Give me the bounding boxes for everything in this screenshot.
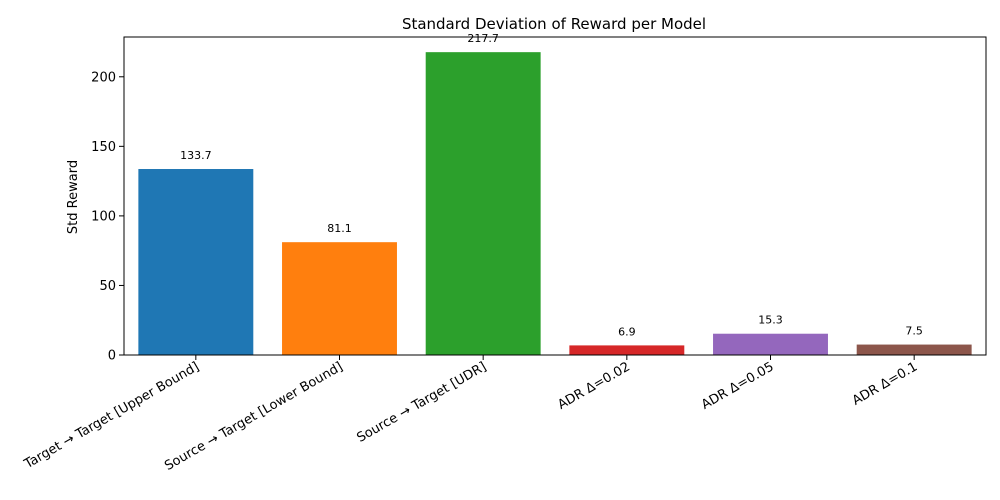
data-label-4: 15.3 [758, 314, 783, 327]
y-tick-label-2: 100 [91, 209, 116, 224]
bar-1 [282, 242, 397, 355]
data-label-2: 217.7 [467, 32, 499, 45]
x-tick-label-3: ADR Δ=0.02 [555, 359, 632, 412]
data-label-0: 133.7 [180, 149, 212, 162]
bar-0 [138, 169, 254, 355]
x-tick-label-2: Source → Target [UDR] [354, 359, 489, 445]
data-label-5: 7.5 [905, 325, 923, 338]
bar-2 [425, 52, 541, 356]
y-tick-label-4: 200 [91, 70, 116, 85]
data-label-3: 6.9 [618, 325, 636, 338]
bar-3 [569, 345, 685, 355]
chart-title: Standard Deviation of Reward per Model [402, 15, 706, 33]
data-label-1: 81.1 [327, 222, 352, 235]
bar-4 [713, 333, 828, 355]
y-tick-label-3: 150 [91, 140, 116, 155]
bar-5 [856, 344, 972, 355]
plot-frame [123, 36, 987, 356]
y-tick-label-0: 0 [108, 349, 116, 364]
y-tick-label-1: 50 [99, 279, 116, 294]
x-tick-label-4: ADR Δ=0.05 [699, 359, 776, 412]
y-axis-label: Std Reward [66, 160, 81, 234]
x-tick-label-5: ADR Δ=0.1 [850, 359, 920, 408]
